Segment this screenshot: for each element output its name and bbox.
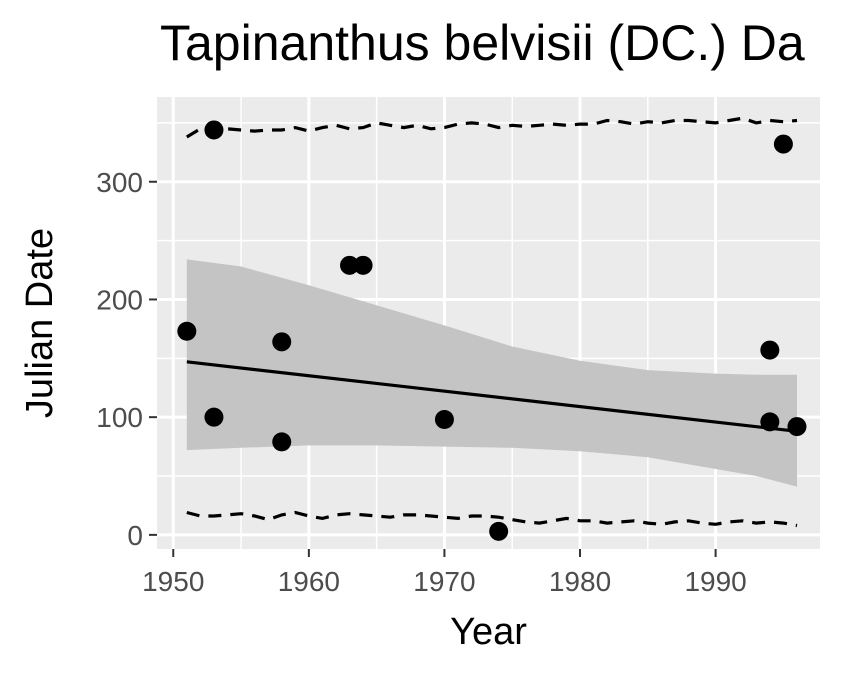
data-point (353, 255, 373, 275)
quantile-lines-layer (185, 116, 798, 528)
x-axis-label: Year (450, 611, 527, 653)
data-point (760, 412, 780, 432)
chart-title: Tapinanthus belvisii (DC.) Da (160, 15, 805, 71)
data-point (787, 417, 807, 437)
x-tick-label: 1980 (549, 566, 611, 597)
data-point (773, 134, 793, 154)
trend-line (186, 360, 798, 433)
y-tick-label: 0 (127, 520, 143, 551)
data-point (434, 410, 454, 430)
x-tick-label: 1990 (684, 566, 746, 597)
x-tick-label: 1950 (142, 566, 204, 597)
y-tick-label: 300 (96, 167, 143, 198)
y-axis-label: Julian Date (19, 228, 61, 418)
data-point (489, 521, 509, 541)
x-tick-label: 1970 (413, 566, 475, 597)
lower-quantile-line (186, 510, 798, 528)
data-point (340, 255, 360, 275)
data-point (272, 432, 292, 452)
data-point (760, 340, 780, 360)
y-axis: 0 100 200 300 (96, 167, 157, 551)
x-axis: 1950 1960 1970 1980 1990 (142, 549, 747, 597)
confidence-band (186, 259, 798, 487)
y-tick-label: 100 (96, 402, 143, 433)
x-tick-label: 1960 (278, 566, 340, 597)
data-point (204, 120, 224, 140)
trend-line-layer (186, 360, 798, 433)
data-point (204, 407, 224, 427)
data-point (272, 332, 292, 352)
y-tick-label: 200 (96, 284, 143, 315)
upper-quantile-line (185, 116, 798, 139)
confidence-band-layer (186, 259, 798, 487)
points-layer (177, 120, 807, 541)
data-point (177, 321, 197, 341)
